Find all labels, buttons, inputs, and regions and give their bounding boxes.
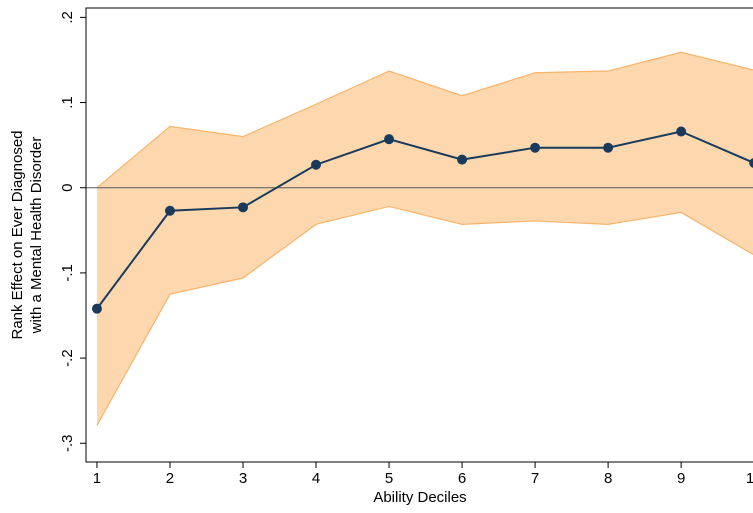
estimate-point — [91, 303, 102, 314]
plot-frame — [85, 7, 753, 463]
x-axis-label: Ability Deciles — [373, 489, 466, 506]
y-axis-label: Rank Effect on Ever Diagnosed — [9, 130, 26, 339]
x-tick-label: 1 — [93, 470, 101, 487]
estimate-point — [749, 158, 753, 168]
x-tick-label: 5 — [385, 470, 393, 487]
estimate-line — [96, 130, 753, 310]
estimate-point — [603, 142, 614, 153]
y-tick-label: .2 — [59, 11, 76, 24]
x-tick-label: 10 — [746, 470, 753, 487]
y-tick-label: .1 — [59, 96, 76, 109]
confidence-band — [96, 52, 753, 426]
x-tick-label: 2 — [166, 470, 174, 487]
estimate-point — [164, 205, 175, 216]
y-tick-label: -.3 — [59, 435, 76, 453]
y-tick-label: -.1 — [59, 264, 76, 282]
estimate-point — [530, 142, 541, 153]
x-tick-label: 6 — [458, 470, 466, 487]
band-upper-edge — [96, 51, 753, 189]
y-tick-label: 0 — [59, 184, 76, 192]
x-tick-label: 7 — [531, 470, 539, 487]
x-tick-label: 4 — [312, 470, 320, 487]
x-tick-label: 3 — [239, 470, 247, 487]
band-lower-edge — [96, 205, 753, 426]
estimate-point — [311, 159, 322, 170]
estimate-point — [457, 154, 468, 165]
x-tick-label: 8 — [604, 470, 612, 487]
x-tick-label: 9 — [677, 470, 685, 487]
y-tick-label: -.2 — [59, 349, 76, 367]
estimate-point — [676, 126, 687, 137]
estimate-point — [384, 134, 395, 145]
estimate-point — [237, 202, 248, 213]
y-axis-label: with a Mental Health Disorder — [28, 137, 45, 335]
